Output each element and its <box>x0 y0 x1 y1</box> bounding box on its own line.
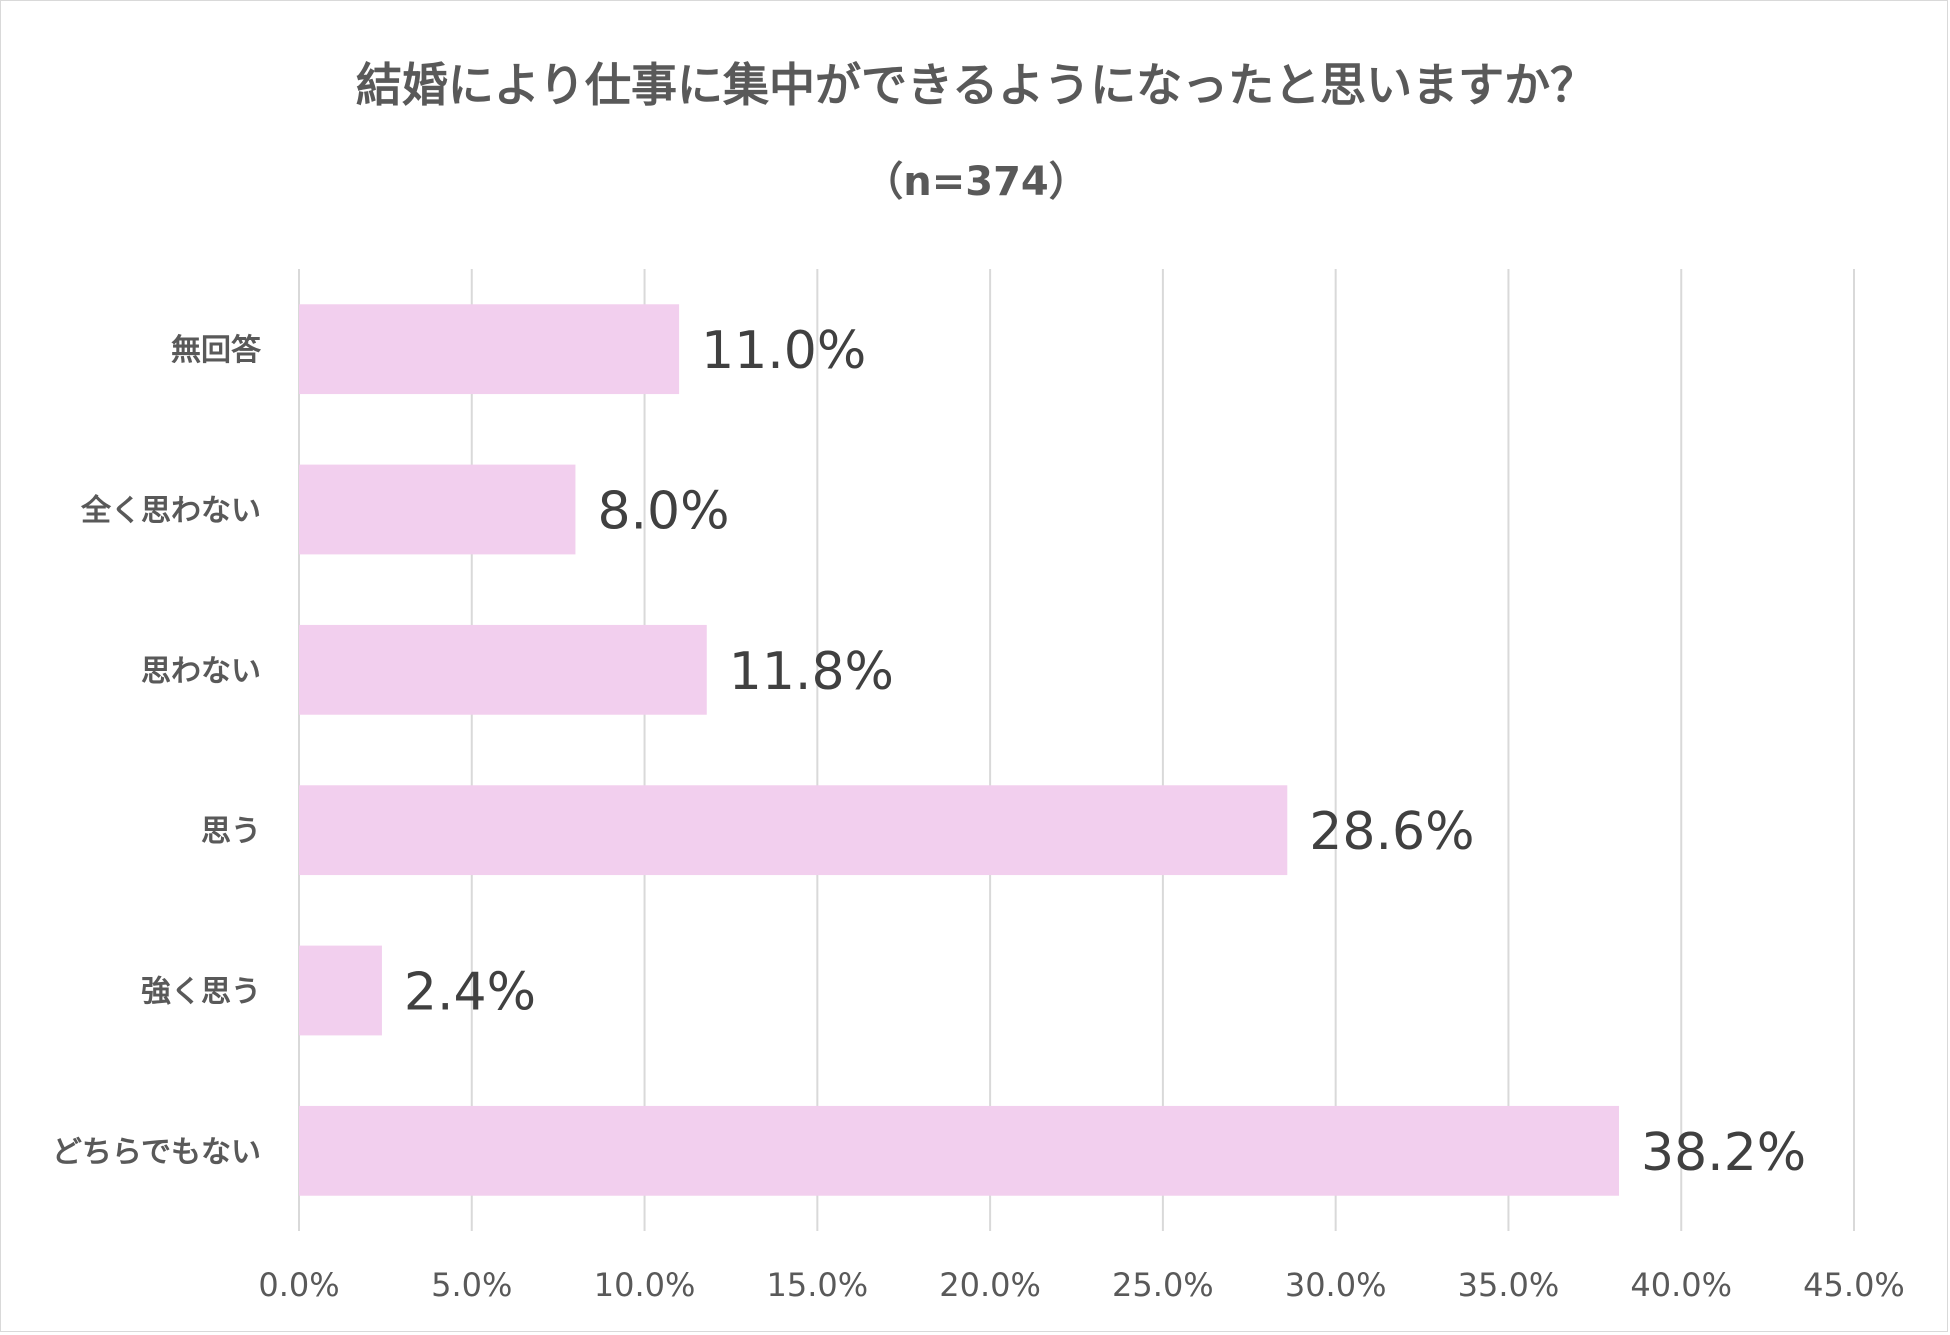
category-label: 無回答 <box>171 333 262 368</box>
data-label: 2.4% <box>404 963 536 1023</box>
category-label: 思う <box>201 814 261 849</box>
x-tick-label: 20.0% <box>939 1266 1041 1304</box>
x-tick-label: 45.0% <box>1803 1266 1905 1304</box>
category-label: 強く思う <box>141 975 261 1010</box>
x-tick-label: 30.0% <box>1285 1266 1387 1304</box>
x-tick-label: 15.0% <box>767 1266 869 1304</box>
data-label: 28.6% <box>1309 802 1474 862</box>
bar <box>299 785 1288 876</box>
x-tick-label: 35.0% <box>1458 1266 1560 1304</box>
x-tick-label: 25.0% <box>1112 1266 1214 1304</box>
bar <box>299 304 680 395</box>
data-label: 11.0% <box>701 321 866 381</box>
category-label: どちらでもない <box>52 1135 261 1170</box>
x-tick-label: 5.0% <box>431 1266 512 1304</box>
data-label: 8.0% <box>597 482 729 542</box>
bar <box>299 945 382 1036</box>
category-label: 思わない <box>141 654 261 689</box>
bar <box>299 464 576 555</box>
category-label: 全く思わない <box>80 494 261 529</box>
data-label: 38.2% <box>1641 1123 1806 1183</box>
bar <box>299 1105 1620 1196</box>
data-label: 11.8% <box>729 642 894 702</box>
x-tick-label: 40.0% <box>1630 1266 1732 1304</box>
x-tick-label: 10.0% <box>594 1266 696 1304</box>
chart-subtitle: （n=374） <box>863 159 1089 205</box>
chart-title: 結婚により仕事に集中ができるようになったと思いますか？ <box>355 58 1597 112</box>
x-tick-label: 0.0% <box>258 1266 339 1304</box>
bar <box>299 624 707 715</box>
